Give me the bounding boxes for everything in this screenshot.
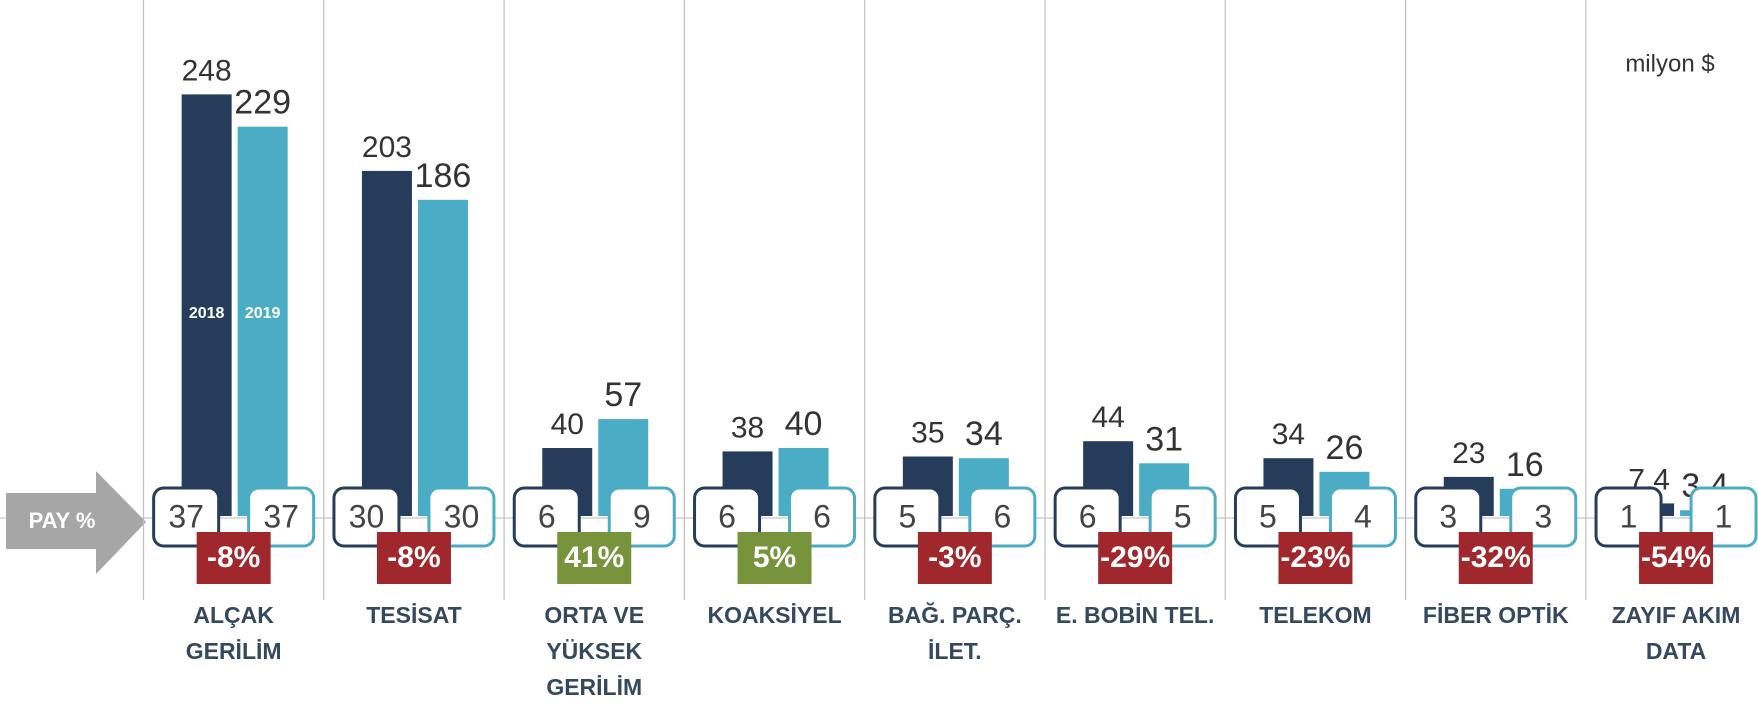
share-label: PAY % — [29, 508, 96, 533]
share-box — [1053, 486, 1122, 548]
share-value: 37 — [263, 498, 299, 534]
change-badge — [917, 532, 992, 584]
value-label: 26 — [1326, 429, 1364, 467]
category-label: ALÇAK — [193, 602, 274, 628]
share-value: 6 — [538, 498, 556, 534]
change-badge — [1458, 532, 1533, 584]
share-box — [968, 486, 1037, 548]
share-box — [332, 486, 401, 548]
change-label: -8% — [207, 541, 260, 574]
category-label: ORTA VE — [544, 602, 644, 628]
change-label: -32% — [1461, 541, 1531, 574]
bar — [361, 170, 412, 516]
unit-label: milyon $ — [1625, 50, 1714, 77]
value-label: 23 — [1452, 437, 1485, 470]
share-box — [1414, 486, 1483, 548]
share-value: 1 — [1620, 498, 1638, 534]
share-box — [1148, 486, 1217, 548]
change-badge — [737, 532, 812, 584]
share-value: 3 — [1439, 498, 1457, 534]
category-label: BAĞ. PARÇ. — [888, 601, 1022, 628]
change-badge — [376, 532, 451, 584]
category-label: GERİLİM — [546, 674, 642, 700]
value-label: 229 — [234, 84, 291, 122]
category-label: TELEKOM — [1259, 602, 1371, 628]
category-label: KOAKSİYEL — [707, 602, 841, 628]
bar — [417, 199, 468, 517]
legend-label: 2019 — [245, 305, 281, 322]
value-label: 44 — [1091, 401, 1124, 434]
category-label: E. BOBİN TEL. — [1056, 602, 1214, 628]
value-label: 38 — [731, 411, 764, 444]
share-value: 5 — [1259, 498, 1277, 534]
value-label: 57 — [604, 376, 642, 414]
category-label: GERİLİM — [186, 638, 282, 664]
category-label: DATA — [1646, 638, 1706, 664]
change-label: 5% — [753, 541, 796, 574]
change-badge — [557, 532, 632, 584]
change-badge — [1278, 532, 1353, 584]
change-label: -29% — [1100, 541, 1170, 574]
share-box — [152, 486, 221, 548]
share-box — [1233, 486, 1302, 548]
share-value: 3 — [1534, 498, 1552, 534]
category-label: ZAYIF AKIM — [1612, 602, 1741, 628]
bar — [237, 126, 288, 516]
share-value: 5 — [898, 498, 916, 534]
share-box — [1509, 486, 1578, 548]
share-value: 6 — [718, 498, 736, 534]
value-label: 248 — [182, 54, 232, 87]
value-label: 34 — [965, 415, 1003, 453]
share-value: 6 — [1079, 498, 1097, 534]
change-badge — [1639, 532, 1714, 584]
category-label: TESİSAT — [366, 602, 461, 628]
share-box — [693, 486, 762, 548]
share-value: 37 — [168, 498, 204, 534]
legend-label: 2018 — [189, 305, 225, 322]
share-box — [512, 486, 581, 548]
share-arrow — [6, 471, 146, 574]
value-label: 40 — [785, 405, 823, 443]
value-label: 16 — [1506, 446, 1544, 484]
share-box — [1689, 486, 1758, 548]
share-value: 4 — [1354, 498, 1372, 534]
change-badge — [196, 532, 271, 584]
value-label: 34 — [1272, 418, 1305, 451]
share-value: 6 — [993, 498, 1011, 534]
share-value: 5 — [1174, 498, 1192, 534]
share-box — [788, 486, 857, 548]
share-value: 9 — [633, 498, 651, 534]
value-label: 31 — [1145, 420, 1183, 458]
change-badge — [1098, 532, 1173, 584]
share-value: 30 — [349, 498, 385, 534]
change-label: -23% — [1280, 541, 1350, 574]
value-label: 203 — [362, 131, 412, 164]
value-label: 186 — [415, 157, 472, 195]
value-label: 35 — [911, 416, 944, 449]
share-value: 6 — [813, 498, 831, 534]
change-label: -54% — [1641, 541, 1711, 574]
change-label: -3% — [928, 541, 981, 574]
value-label: 40 — [551, 408, 584, 441]
category-label: YÜKSEK — [546, 638, 642, 664]
share-box — [247, 486, 316, 548]
share-value: 1 — [1715, 498, 1733, 534]
category-label: İLET. — [928, 638, 982, 664]
category-label: FİBER OPTİK — [1423, 602, 1569, 628]
share-box — [1328, 486, 1397, 548]
share-box — [607, 486, 676, 548]
bar — [181, 94, 232, 517]
share-box — [873, 486, 942, 548]
change-label: -8% — [387, 541, 440, 574]
share-box — [427, 486, 496, 548]
share-value: 30 — [444, 498, 480, 534]
change-label: 41% — [564, 541, 624, 574]
share-box — [1594, 486, 1663, 548]
